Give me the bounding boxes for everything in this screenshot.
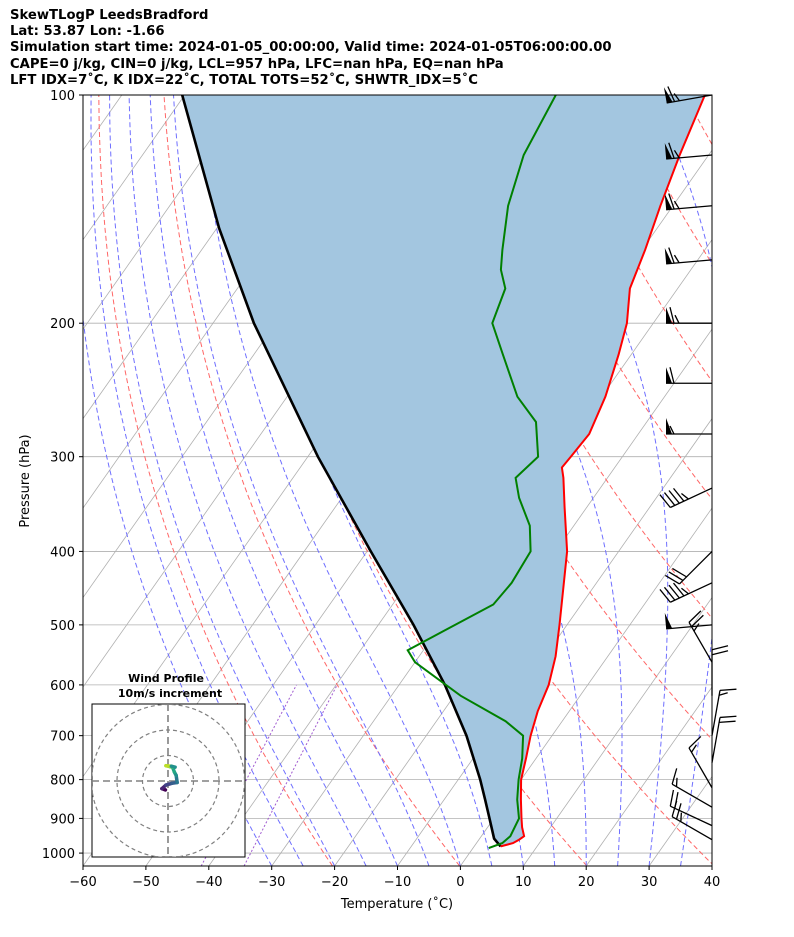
wind-barb (666, 307, 712, 324)
wind-barb (659, 582, 713, 603)
y-tick-label: 600 (50, 679, 75, 694)
cape-fill (182, 95, 705, 847)
x-tick-label: 0 (456, 875, 464, 890)
isotherm-line (83, 95, 248, 330)
moist-adiabat-line (173, 95, 430, 866)
x-tick-label: 30 (641, 875, 658, 890)
moist-adiabat-line (199, 95, 461, 866)
wind-barb (666, 417, 712, 435)
axes: −60 −50 −40 −30 −20 −10 0 10 20 30 40 1000 900 800 700… (42, 89, 720, 890)
x-tick-label: −40 (195, 875, 222, 890)
dry-adiabat-line (489, 95, 712, 500)
y-axis-label: Pressure (hPa) (18, 434, 33, 527)
wind-barb (664, 612, 713, 630)
dry-adiabat-line (293, 95, 712, 865)
location-label: Lat: 53.87 Lon: -1.66 (10, 24, 165, 39)
wind-barb (688, 610, 713, 663)
isotherm-line (648, 775, 712, 866)
moist-adiabat-line (109, 95, 336, 866)
wind-barb (711, 688, 737, 736)
wind-barb (664, 550, 713, 585)
x-tick-label: −60 (69, 875, 96, 890)
moist-adiabat-line (90, 95, 304, 866)
wind-barb (711, 645, 729, 696)
dry-adiabat-line (163, 95, 461, 866)
x-tick-label: 10 (515, 875, 532, 890)
wind-barb (671, 768, 713, 808)
wind-barb (664, 247, 713, 265)
profile-lines (180, 95, 706, 850)
moist-adiabat-line (711, 863, 712, 866)
isotherm-line (334, 328, 712, 866)
wind-barb (659, 487, 713, 509)
x-tick-label: −20 (321, 875, 348, 890)
moist-adiabat-line (128, 95, 367, 866)
x-tick-label: −10 (384, 875, 411, 890)
wind-barb (666, 367, 712, 384)
chart-title: SkewTLogP LeedsBradford (10, 8, 209, 23)
x-tick-label: 20 (578, 875, 595, 890)
isotherm-line (711, 865, 712, 866)
y-tick-label: 200 (50, 317, 75, 332)
wind-barbs (659, 86, 737, 841)
time-label: Simulation start time: 2024-01-05_00:00:… (10, 40, 612, 55)
dewpoint-line (406, 95, 557, 850)
hodograph-title: Wind Profile (128, 672, 204, 685)
y-tick-label: 800 (50, 774, 75, 789)
y-tick-label: 1000 (42, 847, 75, 862)
cape-indices-label: CAPE=0 j/kg, CIN=0 j/kg, LCL=957 hPa, LF… (10, 57, 504, 72)
y-tick-label: 900 (50, 812, 75, 827)
wind-barb (688, 735, 713, 789)
wind-barb (664, 193, 713, 211)
temperature-line (500, 95, 706, 848)
wind-barb (671, 800, 713, 841)
y-tick-label: 500 (50, 619, 75, 634)
y-tick-label: 100 (50, 89, 75, 104)
hodograph-segment (169, 764, 177, 769)
mixing-ratio-line (243, 684, 338, 866)
wind-barb (711, 715, 737, 763)
cape-area (182, 95, 705, 847)
hodograph-subtitle: 10m/s increment (118, 687, 222, 700)
wind-barb (664, 142, 713, 160)
x-tick-label: −30 (258, 875, 285, 890)
moist-adiabat-line (744, 95, 794, 866)
dry-adiabat-line (98, 95, 333, 866)
dry-adiabat-line (750, 95, 794, 866)
y-tick-label: 700 (50, 730, 75, 745)
isotherm-line (522, 596, 712, 866)
x-tick-label: 40 (704, 875, 721, 890)
isotherm-line (775, 95, 794, 866)
isotherm-line (460, 507, 712, 866)
x-axis-label: Temperature (˚C) (340, 896, 453, 912)
x-tick-label: −50 (132, 875, 159, 890)
isotherm-line (585, 686, 712, 866)
wind-profile-inset: Wind Profile 10m/s increment (91, 672, 246, 858)
y-tick-label: 400 (50, 545, 75, 560)
y-tick-label: 300 (50, 451, 75, 466)
dry-adiabat-line (684, 95, 712, 146)
stability-indices-label: LFT IDX=7˚C, K IDX=22˚C, TOTAL TOTS=52˚C… (10, 73, 478, 88)
moist-adiabat-line (149, 95, 398, 866)
